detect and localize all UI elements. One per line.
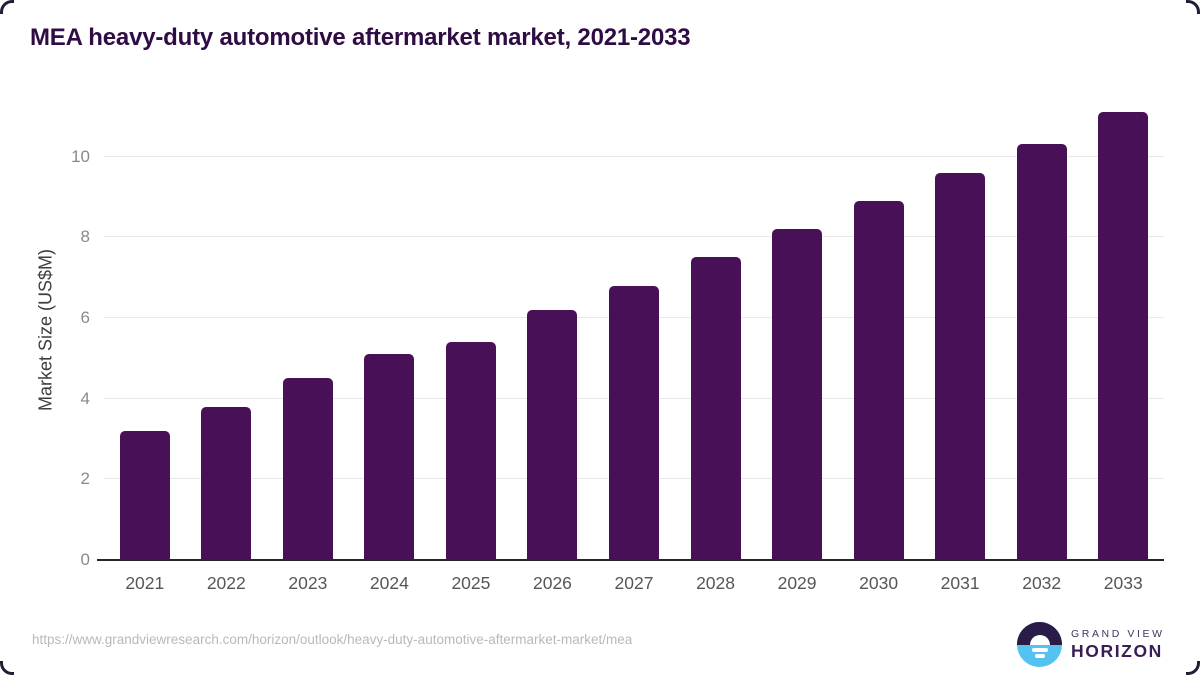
- bar-2033[interactable]: [1098, 112, 1149, 560]
- gridline-10: [104, 155, 1164, 157]
- logo-horizon-label: HORIZON: [1071, 641, 1163, 661]
- logo-grand-view-label: GRAND VIEW: [1071, 628, 1165, 640]
- bar-2032[interactable]: [1016, 144, 1067, 560]
- gridline-8: [104, 236, 1164, 238]
- y-tick-label-0: 0: [80, 550, 90, 569]
- x-tick-label-2025: 2025: [451, 573, 491, 593]
- y-tick-label-10: 10: [71, 146, 90, 166]
- chart-title: MEA heavy-duty automotive aftermarket ma…: [30, 24, 691, 51]
- bar-2022[interactable]: [201, 406, 252, 560]
- bar-2024[interactable]: [364, 354, 415, 560]
- x-tick-label-2032: 2032: [1022, 573, 1062, 593]
- x-tick-label-2023: 2023: [288, 573, 328, 593]
- x-axis-line: [97, 559, 1164, 561]
- card-corner-bottom-right: [1186, 661, 1200, 675]
- y-tick-label-6: 6: [80, 307, 90, 327]
- x-tick-label-2028: 2028: [696, 573, 735, 593]
- card-corner-top-right: [1186, 0, 1200, 14]
- logo-text: GRAND VIEW HORIZON: [1071, 628, 1165, 661]
- x-tick-label-2021: 2021: [125, 573, 165, 593]
- bar-2021[interactable]: [119, 430, 170, 560]
- x-tick-label-2031: 2031: [940, 573, 980, 593]
- card-corner-bottom-left: [0, 661, 14, 675]
- x-tick-label-2026: 2026: [532, 573, 572, 593]
- bar-2031[interactable]: [935, 172, 986, 560]
- bar-2028[interactable]: [690, 257, 741, 560]
- x-tick-label-2030: 2030: [859, 573, 899, 593]
- bar-2029[interactable]: [772, 229, 823, 560]
- y-tick-label-2: 2: [80, 469, 90, 489]
- plot-area: 0 2 4 6 8 10 2021 2022 2023 2024 2025 2026 2027 2028 2…: [71, 100, 1164, 593]
- x-tick-label-2022: 2022: [206, 573, 246, 593]
- x-tick-label-2024: 2024: [369, 573, 409, 593]
- bar-2030[interactable]: [853, 200, 904, 560]
- bar-2023[interactable]: [282, 378, 333, 560]
- x-tick-label-2029: 2029: [777, 573, 817, 593]
- y-tick-label-8: 8: [80, 227, 90, 247]
- source-url: https://www.grandviewresearch.com/horizo…: [32, 632, 633, 647]
- card-corner-top-left: [0, 0, 14, 14]
- y-axis-title: Market Size (US$M): [35, 248, 56, 412]
- y-tick-label-4: 4: [80, 388, 90, 408]
- grand-view-horizon-logo[interactable]: GRAND VIEW HORIZON: [1017, 622, 1165, 667]
- bar-2026[interactable]: [527, 309, 578, 560]
- horizon-sun-icon: [1017, 622, 1062, 667]
- bar-2027[interactable]: [609, 285, 659, 560]
- x-tick-label-2033: 2033: [1103, 573, 1143, 593]
- bar-2025[interactable]: [445, 342, 496, 560]
- x-tick-label-2027: 2027: [614, 573, 654, 593]
